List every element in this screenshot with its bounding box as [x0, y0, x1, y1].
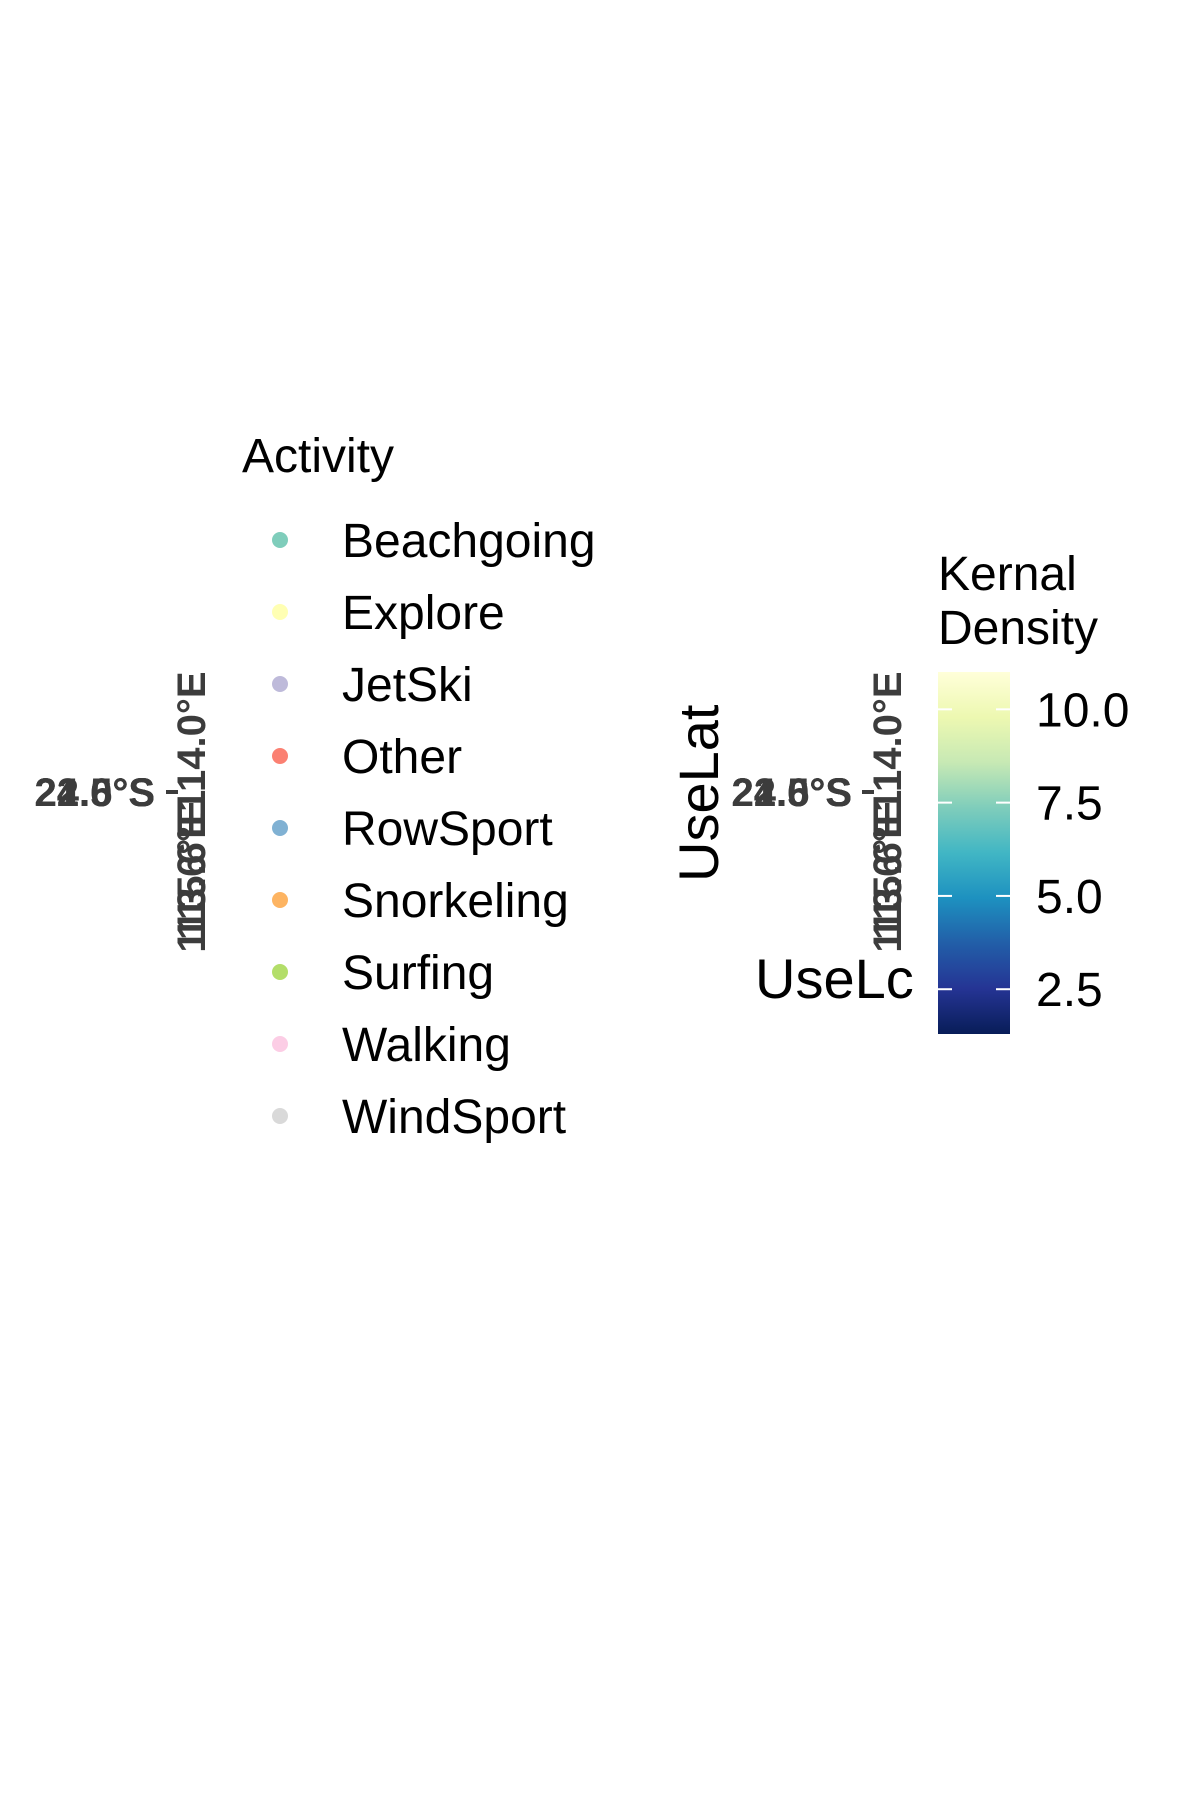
- legend-key-walking: [272, 1036, 288, 1052]
- right-lon-tick-label: 115.6°E: [866, 799, 910, 940]
- legend-label-other: Other: [342, 731, 462, 784]
- colorbar-tick-label: 10.0: [1036, 684, 1129, 737]
- colorbar-tick-label: 7.5: [1036, 778, 1103, 831]
- legend-label-snorkeling: Snorkeling: [342, 875, 569, 928]
- legend-key-beachgoing: [272, 532, 288, 548]
- left-lon-tick-label: 113.6°E: [170, 812, 214, 953]
- right-lon-ticks: 113.6°E 114.0°E 115.6°E: [866, 671, 910, 952]
- right-lon-tick-label: 114.0°E: [866, 671, 910, 812]
- x-axis-title: UseLc: [755, 947, 914, 1010]
- right-map-panel: UseLat 22.6°S 21.5°S 24.0°S 113.6°E 114.…: [667, 671, 914, 1010]
- legend-label-jetski: JetSki: [342, 659, 473, 712]
- legend-key-surfing: [272, 964, 288, 980]
- left-lat-tick-label: 24.0°S: [34, 771, 155, 815]
- y-axis-title: UseLat: [667, 704, 730, 882]
- x-axis-title-clip: UseLc: [755, 947, 914, 1010]
- colorbar-ticks: 10.0 7.5 5.0 2.5: [938, 684, 1129, 1017]
- colorbar-title-line: Kernal: [938, 548, 1077, 601]
- left-lat-tick-label: 22.6°S: [34, 771, 155, 815]
- right-lat-ticks: 22.6°S 21.5°S 24.0°S: [731, 771, 874, 815]
- left-map-panel: 22.6°S 21.5°S 24.0°S 113.6°E 114.0°E 115…: [34, 671, 214, 952]
- legend-key-snorkeling: [272, 892, 288, 908]
- legend-key-jetski: [272, 676, 288, 692]
- legend-key-other: [272, 748, 288, 764]
- colorbar-title-line: Density: [938, 602, 1098, 655]
- right-lat-tick-label: 21.5°S: [731, 771, 852, 815]
- right-lat-tick-label: 24.0°S: [731, 771, 852, 815]
- right-lon-tick-label: 113.6°E: [866, 812, 910, 953]
- legend-items: Beachgoing Explore JetSki Other RowSport Snor…: [272, 515, 596, 1144]
- legend-key-explore: [272, 604, 288, 620]
- activity-legend-title: Activity: [242, 430, 394, 483]
- kernal-density-colorbar: Kernal Density 10.0 7.5 5.0 2.5: [938, 548, 1129, 1034]
- colorbar-gradient: [938, 672, 1010, 1034]
- colorbar-tick-label: 2.5: [1036, 964, 1103, 1017]
- activity-legend: Activity Beachgoing Explore JetSki Other Row…: [242, 430, 596, 1144]
- legend-key-windsport: [272, 1108, 288, 1124]
- legend-key-rowsport: [272, 820, 288, 836]
- legend-label-walking: Walking: [342, 1019, 511, 1072]
- left-lon-ticks: 113.6°E 114.0°E 115.6°E: [170, 671, 214, 952]
- right-lat-tick-label: 22.6°S: [731, 771, 852, 815]
- legend-label-explore: Explore: [342, 587, 505, 640]
- legend-label-rowsport: RowSport: [342, 803, 553, 856]
- left-lat-ticks: 22.6°S 21.5°S 24.0°S: [34, 771, 178, 815]
- left-lon-tick-label: 115.6°E: [170, 799, 214, 940]
- left-lon-tick-label: 114.0°E: [170, 671, 214, 812]
- colorbar-tick-label: 5.0: [1036, 871, 1103, 924]
- legend-label-beachgoing: Beachgoing: [342, 515, 596, 568]
- legend-label-windsport: WindSport: [342, 1091, 566, 1144]
- left-lat-tick-label: 21.5°S: [34, 771, 155, 815]
- legend-label-surfing: Surfing: [342, 947, 494, 1000]
